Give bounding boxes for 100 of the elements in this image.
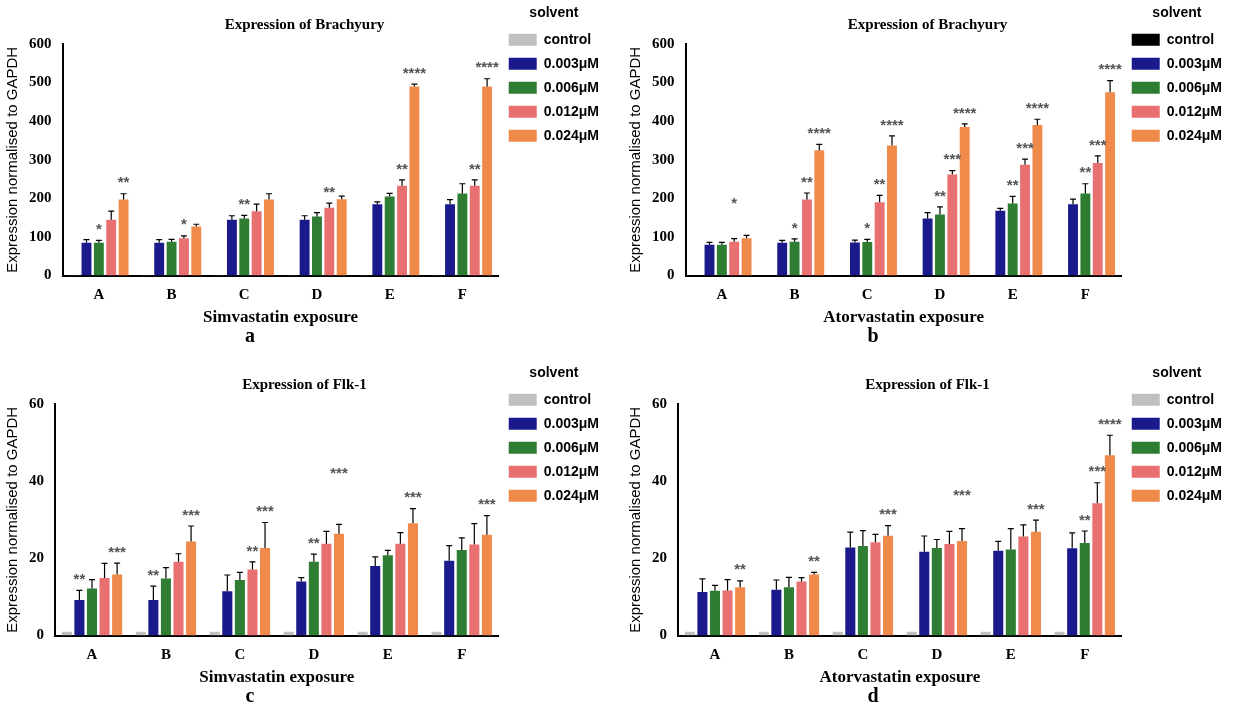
legend-label: 0.006μM — [543, 438, 599, 455]
legend-label: control — [1166, 390, 1215, 407]
bar — [118, 199, 129, 276]
legend-label: 0.012μM — [543, 102, 599, 119]
bar — [1068, 204, 1078, 276]
bar — [709, 590, 721, 636]
bar — [1030, 531, 1041, 636]
x-tick-label: B — [160, 645, 171, 662]
bar — [234, 579, 245, 636]
bar — [814, 150, 825, 276]
x-tick-label: B — [166, 286, 177, 303]
bar — [178, 238, 189, 276]
bar — [1079, 542, 1090, 636]
x-tick-label: A — [709, 645, 721, 662]
bar — [1005, 549, 1016, 636]
x-tick-label: E — [382, 645, 393, 662]
bar — [1018, 535, 1029, 636]
legend-label: 0.003μM — [1166, 414, 1222, 431]
annotation: *** — [330, 463, 348, 481]
bar — [312, 216, 322, 276]
y-axis-title: Expression normalised to GAPDH — [626, 406, 644, 633]
bar — [1067, 547, 1078, 636]
x-axis-title: Atorvastatin exposure — [819, 666, 981, 686]
y-tick-label: 20 — [652, 548, 667, 565]
legend-label: control — [543, 390, 592, 407]
bar — [777, 242, 788, 276]
bar — [469, 185, 480, 276]
text: c — [244, 683, 256, 707]
bar — [922, 218, 933, 276]
bar — [697, 591, 708, 636]
annotation: * — [791, 218, 798, 236]
x-tick-label: A — [93, 286, 105, 303]
y-tick-label: 0 — [44, 266, 52, 283]
bar — [247, 569, 258, 636]
bar — [862, 242, 873, 276]
bar — [993, 550, 1004, 636]
bar — [1092, 162, 1103, 276]
annotation: *** — [1027, 499, 1045, 517]
legend-label: 0.012μM — [1166, 102, 1222, 119]
annotation: ** — [734, 559, 747, 577]
annotation: ** — [308, 533, 320, 551]
bar — [722, 589, 733, 636]
bar — [384, 196, 395, 276]
x-tick-label: D — [934, 286, 946, 303]
y-tick-label: 300 — [29, 150, 52, 167]
annotation: ** — [396, 159, 409, 177]
annotation: ** — [73, 569, 86, 587]
x-tick-label: F — [1080, 286, 1090, 303]
bar — [457, 193, 468, 276]
legend-label: 0.012μM — [543, 462, 599, 479]
legend-title: solvent — [1152, 3, 1202, 20]
bar — [166, 241, 177, 276]
y-axis-title: Expression normalised to GAPDH — [3, 406, 21, 633]
x-tick-label: B — [783, 645, 794, 662]
legend-title: solvent — [529, 3, 579, 20]
bar — [93, 242, 104, 276]
bar — [789, 241, 800, 276]
annotation: ** — [246, 541, 259, 559]
bar — [160, 577, 171, 636]
x-tick-label: C — [861, 286, 873, 303]
x-tick-label: F — [457, 645, 467, 662]
bar — [308, 561, 319, 636]
bar — [112, 574, 123, 636]
bar — [395, 543, 406, 636]
bar — [186, 540, 197, 636]
bar — [226, 219, 237, 276]
bar — [482, 86, 493, 276]
x-tick-label: A — [716, 286, 728, 303]
bar — [154, 242, 165, 276]
y-tick-label: 400 — [652, 112, 675, 129]
bar — [809, 574, 820, 636]
x-tick-label: F — [1080, 645, 1090, 662]
x-tick-label: C — [238, 286, 250, 303]
bar — [407, 522, 418, 636]
bar — [481, 534, 492, 636]
y-tick-label: 500 — [652, 73, 675, 90]
bar — [397, 185, 407, 276]
y-tick-label: 0 — [667, 266, 675, 283]
legend-label: 0.024μM — [1166, 126, 1222, 143]
annotation: *** — [879, 504, 897, 522]
y-tick-label: 60 — [652, 394, 667, 411]
bar — [1020, 164, 1030, 276]
bar — [106, 219, 117, 276]
legend-label: 0.003μM — [543, 414, 599, 431]
annotation: **** — [475, 58, 499, 76]
bar — [336, 199, 347, 276]
chart-title: Expression of Flk-1 — [242, 375, 367, 392]
y-tick-label: 500 — [29, 73, 52, 90]
y-tick-label: 60 — [29, 394, 44, 411]
chart-title: Expression of Flk-1 — [865, 375, 990, 392]
bar — [956, 540, 968, 636]
annotation: ** — [1006, 176, 1019, 194]
bar — [959, 126, 970, 276]
y-tick-label: 200 — [29, 189, 52, 206]
bar — [99, 577, 110, 636]
bar — [321, 543, 332, 636]
bar — [173, 561, 184, 636]
annotation: **** — [880, 115, 904, 133]
x-tick-label: E — [1005, 645, 1016, 662]
annotation: * — [864, 218, 871, 236]
